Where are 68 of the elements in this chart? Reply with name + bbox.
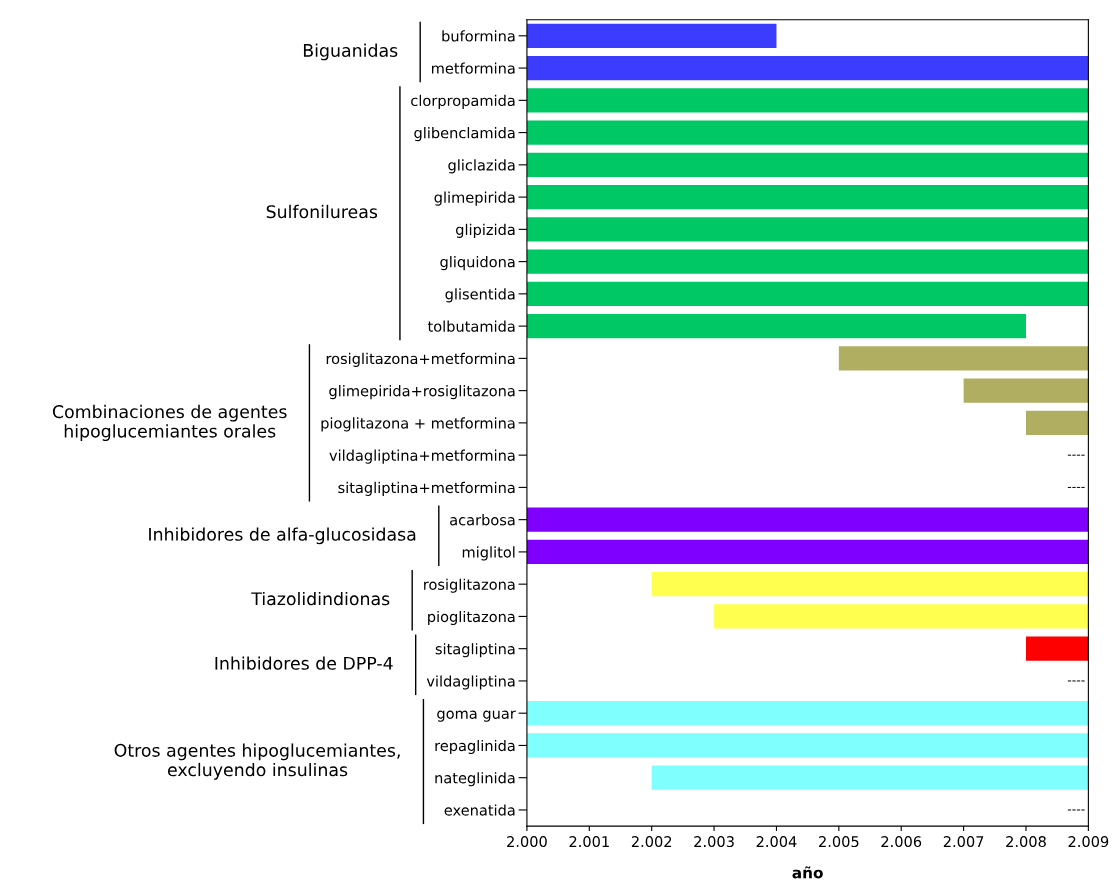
text: ----	[1067, 486, 1085, 488]
y-tick-label: metformina	[432, 62, 515, 74]
bar	[838, 346, 1089, 371]
x-tick-label: 2.005	[819, 836, 859, 848]
y-tick-label: goma guar	[437, 710, 516, 722]
x-axis-title: año	[792, 866, 823, 879]
y-tick-label: glimepirida+rosiglitazona	[329, 385, 515, 400]
bar	[526, 185, 1089, 210]
y-tick-label: acarbosa	[450, 514, 515, 526]
y-tick-label: glisentida	[445, 288, 515, 303]
y-tick-label: gliclazida	[448, 159, 515, 174]
y-tick-label: sitagliptina	[435, 643, 515, 658]
x-tick-label: 2.003	[694, 836, 734, 848]
y-tick-label: pioglitazona	[428, 610, 515, 625]
bar	[526, 23, 777, 48]
bar	[526, 55, 1089, 81]
bar	[714, 604, 1089, 629]
text: Sulfonilureas	[266, 204, 378, 219]
bar	[526, 539, 1089, 565]
y-tick-label: repaglinida	[435, 739, 515, 755]
x-tick-label: 2.000	[507, 836, 547, 848]
text: Inhibidores de alfa-glucosidasa	[149, 527, 416, 545]
y-tick-label: glibenclamida	[414, 127, 515, 142]
y-tick-label: rosiglitazona+metformina	[326, 352, 515, 367]
text: Inhibidores de DPP-4	[215, 656, 393, 670]
x-tick-label: 2.006	[881, 836, 922, 848]
bar	[526, 281, 1089, 306]
y-tick-label: vildagliptina+metformina	[329, 449, 515, 464]
text: ----	[1067, 454, 1085, 456]
x-tick-label: 2.007	[943, 836, 984, 848]
bar	[526, 314, 1026, 339]
bar	[963, 378, 1089, 403]
x-tick-label: 2.004	[756, 836, 797, 848]
y-tick-label: buformina	[442, 30, 515, 42]
bar	[651, 765, 1089, 790]
y-tick-label: sitagliptina+metformina	[338, 481, 515, 496]
bar	[526, 152, 1089, 177]
y-tick-label: miglitol	[462, 546, 515, 561]
text: Otros agentes hipoglucemiantes, excluyendo insulinas	[114, 743, 400, 780]
bar	[526, 217, 1089, 242]
text: Biguanidas	[303, 43, 398, 61]
y-tick-label: clorpropamida	[411, 94, 515, 109]
y-tick-label: rosiglitazona	[424, 578, 515, 593]
text: ----	[1067, 809, 1085, 811]
text: ----	[1067, 680, 1085, 682]
bar	[526, 733, 1089, 758]
x-tick-label: 2.002	[631, 836, 672, 848]
x-tick-label: 2.009	[1068, 836, 1109, 848]
bar	[526, 88, 1089, 113]
bar	[1025, 636, 1089, 661]
y-tick-label: tolbutamida	[427, 320, 515, 332]
y-tick-label: glimepirida	[434, 191, 515, 206]
bar	[526, 507, 1089, 532]
bar	[1025, 410, 1089, 435]
text: Combinaciones de agentes hipoglucemiantes orales	[52, 404, 287, 442]
y-tick-label: pioglitazona + metformina	[321, 417, 515, 432]
text: Tiazolidindionas	[251, 591, 390, 606]
y-tick-label: exenatida	[444, 804, 515, 816]
x-tick-label: 2.008	[1006, 836, 1046, 848]
y-tick-label: nateglinida	[435, 772, 515, 787]
y-tick-label: gliquidona	[440, 256, 515, 271]
bar	[651, 572, 1089, 597]
y-tick-label: glipizida	[456, 223, 515, 238]
x-tick-label: 2.001	[569, 836, 609, 848]
bar	[526, 701, 1089, 726]
y-tick-label: vildagliptina	[426, 675, 515, 690]
bar	[526, 249, 1089, 274]
bar	[526, 120, 1089, 145]
